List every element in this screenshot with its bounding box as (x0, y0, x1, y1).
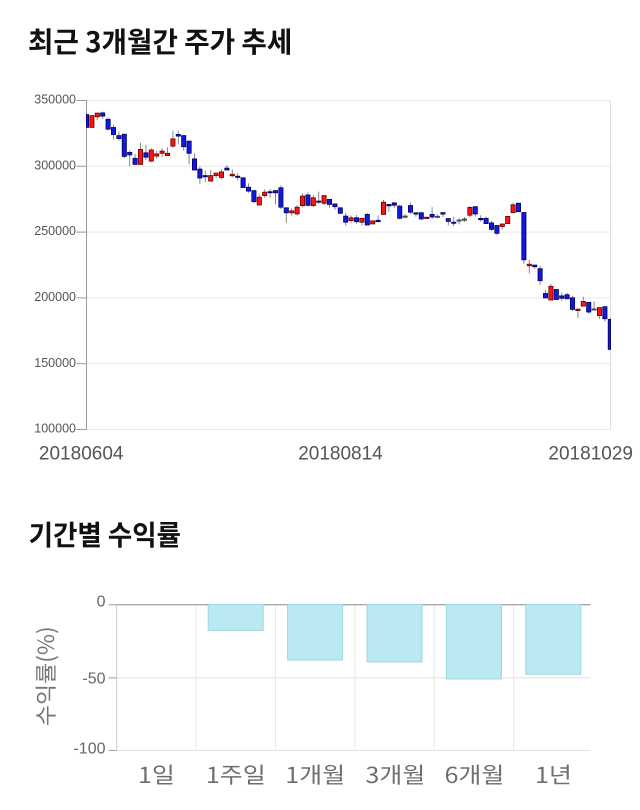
svg-text:20180814: 20180814 (298, 444, 383, 465)
svg-text:200000: 200000 (34, 290, 76, 304)
svg-text:0: 0 (97, 594, 106, 611)
svg-text:150000: 150000 (34, 356, 76, 370)
svg-text:250000: 250000 (34, 224, 76, 238)
svg-text:300000: 300000 (34, 158, 76, 172)
svg-text:20181029: 20181029 (548, 444, 633, 465)
svg-text:-100: -100 (73, 740, 105, 757)
svg-text:350000: 350000 (34, 93, 76, 107)
svg-text:-50: -50 (82, 671, 105, 688)
svg-text:100000: 100000 (34, 422, 76, 436)
svg-text:20180604: 20180604 (39, 444, 124, 465)
